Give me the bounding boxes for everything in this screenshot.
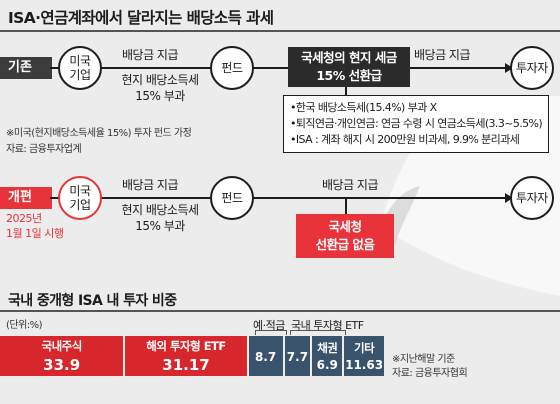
reform-tag: 개편 xyxy=(0,187,52,209)
note-line: •한국 배당소득세(15.4%) 부과 X xyxy=(290,101,437,114)
segment-value: 8.7 xyxy=(254,350,277,364)
reform-flow2-top-label: 배당금 지급 xyxy=(322,178,379,192)
reform-flow1-top-label: 배당금 지급 xyxy=(122,178,179,192)
segment-name: 해외 투자형 ETF xyxy=(146,339,226,353)
segment-value: 33.9 xyxy=(43,356,81,374)
reform-connector xyxy=(345,199,347,214)
current-flow2-top-label: 배당금 지급 xyxy=(414,48,471,62)
reform-no-refund-box: 국세청 선환급 없음 xyxy=(296,214,394,258)
note-line: •퇴직연금·개인연금: 연금 수령 시 연금소득세(3.3~5.5%) xyxy=(290,117,543,130)
group-label-domestic-etf: 국내 투자형 ETF xyxy=(291,319,364,332)
segment-name: 채권 xyxy=(317,341,338,355)
share-segment-bonds: 채권 6.9 xyxy=(312,336,343,376)
reform-flow1-bottom-label: 현지 배당소득세 15% 부과 xyxy=(121,203,199,233)
reform-fund-node: 펀드 xyxy=(210,176,254,220)
note-connector xyxy=(345,87,347,96)
current-notes-box: •한국 배당소득세(15.4%) 부과 X •퇴직연금·개인연금: 연금 수령 … xyxy=(283,95,550,153)
share-segment-other: 기타 11.63 xyxy=(344,336,384,376)
unit-label: (단위:%) xyxy=(6,320,43,331)
current-us-company-node: 미국 기업 xyxy=(58,46,102,90)
note-line: •ISA : 계좌 해지 시 200만원 비과세, 9.9% 분리과세 xyxy=(290,133,520,146)
share-source: 자료: 금융투자협회 xyxy=(392,368,468,379)
share-segment-domestic-etf: 7.7 xyxy=(284,336,311,376)
reform-effective-date: 2025년 1월 1일 시행 xyxy=(6,212,64,240)
current-tax-refund-box: 국세청의 현지 세금 15% 선환급 xyxy=(288,47,410,87)
page-title: ISA·연금계좌에서 달라지는 배당소득 과세 xyxy=(8,9,274,27)
arrow-right-icon xyxy=(505,193,513,203)
group-bracket xyxy=(255,330,287,335)
arrow-right-icon xyxy=(505,63,513,73)
current-fund-node: 펀드 xyxy=(210,46,254,90)
share-bar: 국내주식 33.9 해외 투자형 ETF 31.17 8.7 7.7 채권 6.… xyxy=(0,336,384,376)
segment-value: 7.7 xyxy=(286,350,309,364)
current-flow1-top-label: 배당금 지급 xyxy=(122,48,179,62)
group-label-deposits: 예·적금 xyxy=(253,319,285,332)
group-bracket xyxy=(290,330,346,335)
segment-name: 기타 xyxy=(354,341,375,355)
reform-us-company-node: 미국 기업 xyxy=(58,176,102,220)
segment-value: 6.9 xyxy=(316,358,338,372)
current-footnote: ※미국(현지배당소득세율 15%) 투자 펀드 가정 xyxy=(6,128,192,139)
share-segment-domestic-stocks: 국내주식 33.9 xyxy=(0,336,124,376)
share-segment-overseas-etf: 해외 투자형 ETF 31.17 xyxy=(125,336,247,376)
current-tag: 기존 xyxy=(0,57,52,79)
share-footnote: ※지난해말 기준 xyxy=(392,354,455,365)
share-section-title: 국내 중개형 ISA 내 투자 비중 xyxy=(8,293,177,309)
segment-name: 국내주식 xyxy=(41,339,83,353)
segment-value: 31.17 xyxy=(162,356,210,374)
current-investor-node: 투자자 xyxy=(510,46,554,90)
share-section-divider xyxy=(0,310,560,312)
current-source: 자료: 금융투자업계 xyxy=(6,144,82,155)
segment-value: 11.63 xyxy=(345,358,384,372)
share-segment-deposits: 8.7 xyxy=(248,336,283,376)
current-flow-line xyxy=(50,67,506,69)
title-divider xyxy=(0,30,560,32)
reform-flow-line xyxy=(50,197,506,199)
reform-investor-node: 투자자 xyxy=(510,176,554,220)
current-flow1-bottom-label: 현지 배당소득세 15% 부과 xyxy=(121,73,199,103)
